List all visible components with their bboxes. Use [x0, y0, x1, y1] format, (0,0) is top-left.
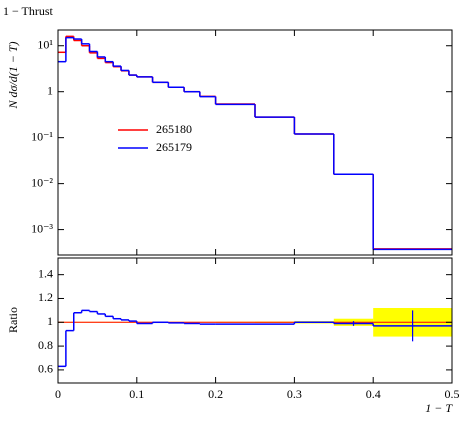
y-tick-label: 1: [47, 83, 53, 97]
y-tick-label: 10⁻²: [31, 175, 53, 189]
chart-title: 1 − Thrust: [3, 4, 54, 18]
x-axis-label: 1 − T: [425, 401, 453, 415]
x-tick-label: 0.1: [129, 387, 144, 401]
y-tick-label: 0.8: [38, 338, 53, 352]
x-tick-label: 0.2: [208, 387, 223, 401]
y-tick-label: 1.4: [38, 266, 53, 280]
ratio-axis-label: Ratio: [6, 307, 20, 333]
y-tick-label: 10⁻¹: [31, 129, 53, 143]
x-tick-label: 0.3: [287, 387, 302, 401]
x-tick-label: 0.5: [445, 387, 460, 401]
y-tick-label: 10⁻³: [31, 221, 53, 235]
plot-frame: [57, 257, 453, 384]
y-tick-label: 1.2: [38, 290, 53, 304]
x-tick-label: 0.4: [366, 387, 381, 401]
legend-label: 265179: [156, 140, 192, 154]
plot-frame: [57, 29, 453, 256]
y-tick-label: 1: [47, 314, 53, 328]
y-axis-label: N dσ/d(1 − T): [6, 41, 20, 109]
y-tick-label: 10¹: [37, 37, 53, 51]
x-tick-label: 0: [55, 387, 61, 401]
legend-label: 265180: [156, 122, 192, 136]
y-tick-label: 0.6: [38, 362, 53, 376]
